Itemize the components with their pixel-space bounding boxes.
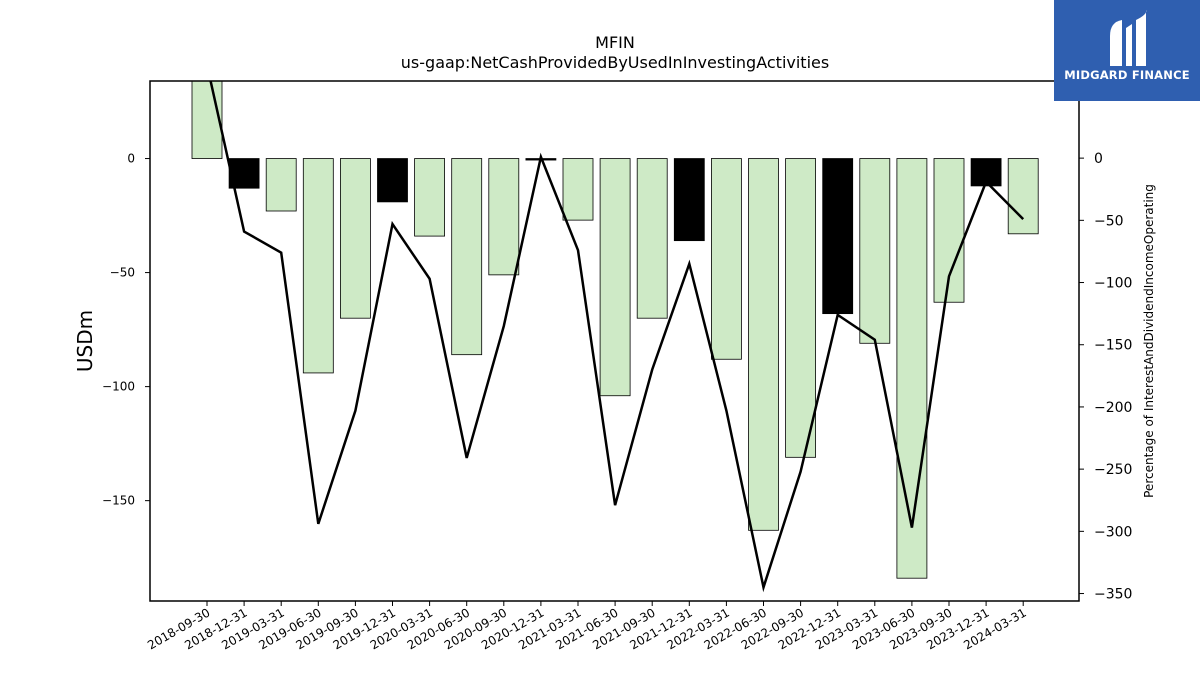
- bar-2021-12-31: [673, 158, 705, 242]
- bar-2019-09-30: [339, 158, 371, 319]
- bar-2019-06-30: [302, 158, 334, 374]
- bar-2022-09-30: [785, 158, 816, 458]
- bar-2020-09-30: [488, 158, 520, 276]
- line-series: [209, 81, 1025, 593]
- y2-tick-label: −300: [1094, 524, 1132, 540]
- y2-tick-label: −100: [1094, 276, 1132, 292]
- bar-2022-03-31: [711, 158, 742, 360]
- bar-2020-03-31: [414, 158, 446, 237]
- plot-frame: [149, 80, 1080, 602]
- chart-title: MFIN: [595, 33, 635, 52]
- x-axis-ticks: 2018-09-302018-12-312019-03-312019-06-30…: [145, 601, 1029, 652]
- bar-2024-03-31: [1007, 158, 1039, 235]
- bar-2023-06-30: [896, 158, 928, 579]
- midgard-finance-logo: MIDGARD FINANCE: [1054, 0, 1200, 101]
- y2-axis-label: Percentage of InterestAndDividendIncomeO…: [1142, 184, 1156, 498]
- y2-tick-label: −350: [1094, 587, 1132, 603]
- y2-tick-label: −150: [1094, 338, 1132, 354]
- bar-2019-03-31: [265, 158, 297, 212]
- y-tick-label: −100: [102, 380, 135, 394]
- logo-mark-icon: [1110, 10, 1147, 66]
- logo-text: MIDGARD FINANCE: [1064, 68, 1190, 82]
- bar-2019-12-31: [377, 158, 408, 203]
- y-axis-label: USDm: [73, 310, 97, 372]
- bar-2022-06-30: [748, 158, 779, 531]
- y-tick-label: −150: [102, 494, 135, 508]
- y2-tick-label: −250: [1094, 462, 1132, 478]
- y2-tick-label: −200: [1094, 400, 1132, 416]
- bar-2022-12-31: [822, 158, 854, 315]
- bar-2023-03-31: [859, 158, 891, 344]
- bar-2018-09-30: [191, 81, 223, 159]
- bar-2023-09-30: [933, 158, 965, 303]
- y2-tick-label: −50: [1094, 213, 1124, 229]
- bar-2021-03-31: [562, 158, 594, 221]
- left-axis-ticks: 0 −50 −100 −150: [102, 152, 150, 508]
- y-tick-label: 0: [127, 152, 135, 166]
- y-tick-label: −50: [110, 266, 135, 280]
- chart-subtitle: us-gaap:NetCashProvidedByUsedInInvesting…: [401, 53, 829, 72]
- y2-tick-label: 0: [1094, 151, 1103, 167]
- right-axis-ticks: 0 −50 −100 −150 −200 −250 −300 −350: [1079, 151, 1132, 603]
- bar-2021-06-30: [599, 158, 631, 397]
- bar-group: [191, 81, 1039, 579]
- line-group: [209, 81, 1025, 593]
- bar-2020-06-30: [451, 158, 483, 356]
- bar-2021-09-30: [636, 158, 668, 319]
